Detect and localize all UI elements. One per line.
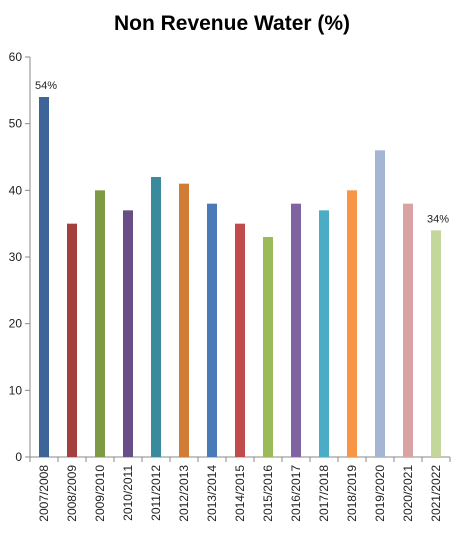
bar-2015-2016 xyxy=(263,237,273,457)
bar-2019-2020 xyxy=(375,150,385,458)
y-axis: 0 10 20 30 40 50 60 xyxy=(9,50,31,464)
x-axis: 2007/2008 2008/2009 2009/2010 2010/2011 2011… xyxy=(29,456,451,522)
x-tick-label: 2012/2013 xyxy=(177,465,191,522)
data-label: 54% xyxy=(35,80,57,92)
x-tick-label: 2007/2008 xyxy=(37,465,51,522)
x-tick-label: 2015/2016 xyxy=(261,465,275,522)
bar-2021-2022 xyxy=(431,230,441,457)
bar-2017-2018 xyxy=(319,210,329,457)
y-tick-label: 40 xyxy=(9,183,23,197)
data-label: 34% xyxy=(427,213,449,225)
x-tick-label: 2016/2017 xyxy=(289,465,303,522)
y-tick-label: 30 xyxy=(9,250,23,264)
bar-2016-2017 xyxy=(291,203,301,457)
x-tick-label: 2013/2014 xyxy=(205,465,219,522)
y-tick-label: 60 xyxy=(9,50,23,64)
x-tick-label: 2019/2020 xyxy=(373,465,387,522)
bar-2011-2012 xyxy=(151,177,161,457)
bars xyxy=(39,97,441,458)
x-tick-label: 2018/2019 xyxy=(345,465,359,522)
bar-2012-2013 xyxy=(179,183,189,457)
x-tick-label: 2011/2012 xyxy=(149,465,163,521)
x-tick-label: 2020/2021 xyxy=(401,465,415,522)
y-tick-label: 10 xyxy=(9,383,23,397)
x-tick-label: 2008/2009 xyxy=(65,465,79,522)
bar-2010-2011 xyxy=(123,210,133,457)
bar-2008-2009 xyxy=(67,223,77,457)
x-tick-label: 2021/2022 xyxy=(429,465,443,522)
bar-2009-2010 xyxy=(95,190,105,458)
bar-2018-2019 xyxy=(347,190,357,458)
x-tick-label: 2010/2011 xyxy=(121,465,135,521)
chart-title: Non Revenue Water (%) xyxy=(113,12,351,35)
y-tick-label: 50 xyxy=(9,117,23,131)
x-tick-label: 2017/2018 xyxy=(317,465,331,522)
bar-2013-2014 xyxy=(207,203,217,457)
y-tick-label: 0 xyxy=(15,450,22,464)
x-tick-label: 2009/2010 xyxy=(93,465,107,522)
data-labels: 54% 34% xyxy=(35,80,449,225)
bar-2007-2008 xyxy=(39,97,49,457)
x-tick-label: 2014/2015 xyxy=(233,465,247,522)
bar-2020-2021 xyxy=(403,203,413,457)
y-tick-label: 20 xyxy=(9,317,23,331)
bar-2014-2015 xyxy=(235,223,245,457)
